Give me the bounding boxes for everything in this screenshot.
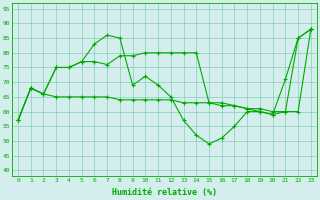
X-axis label: Humidité relative (%): Humidité relative (%): [112, 188, 217, 197]
